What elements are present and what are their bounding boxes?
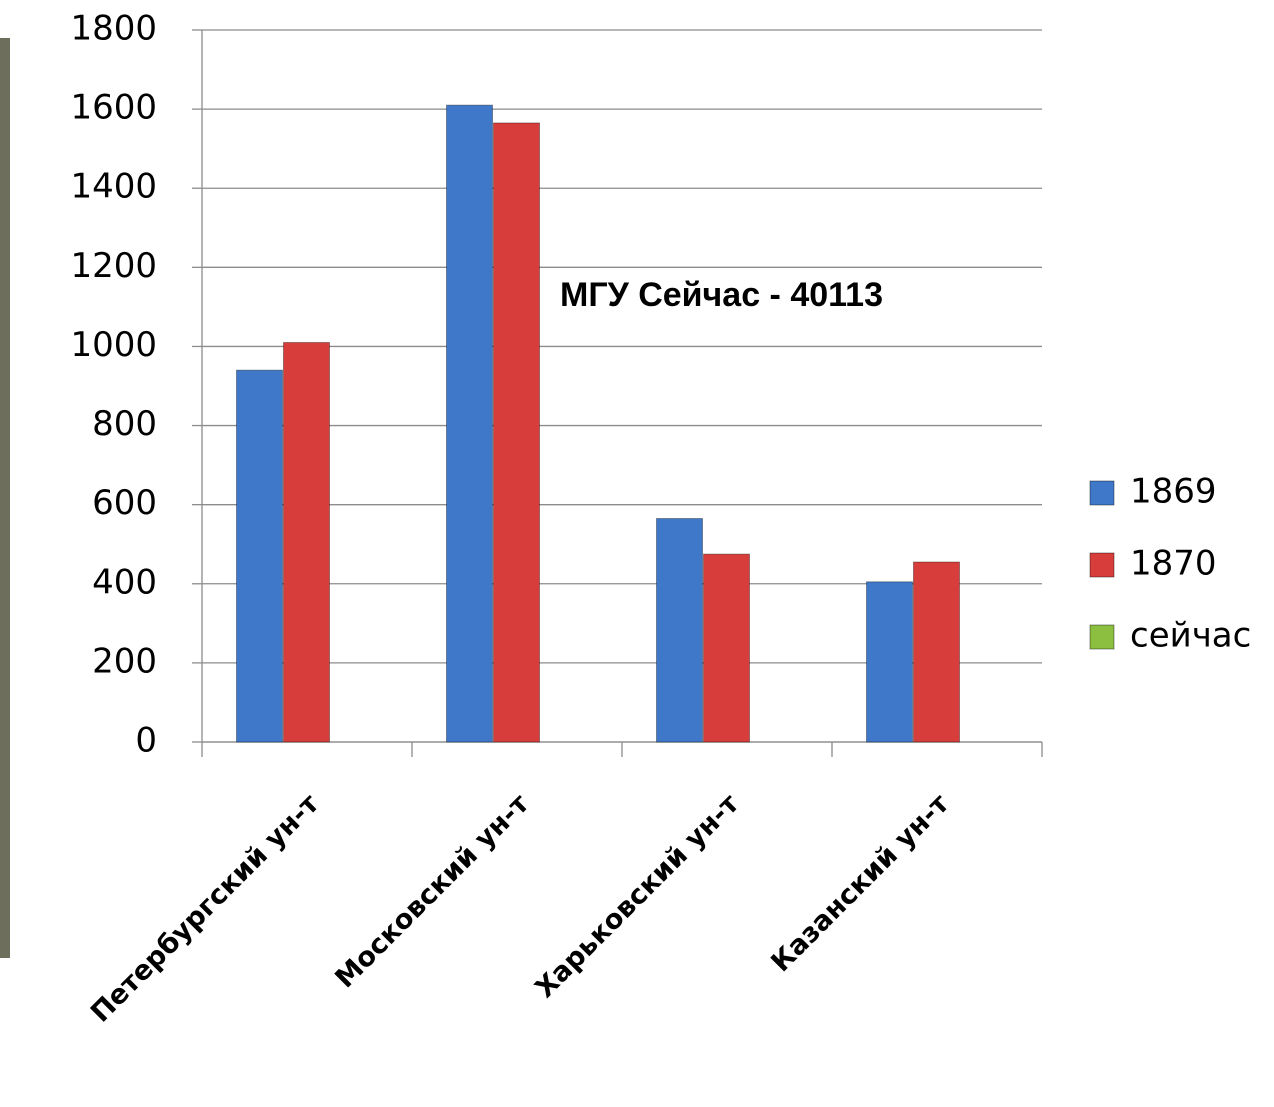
legend-label: 1869: [1130, 472, 1217, 512]
bar: [493, 122, 540, 743]
x-tick-label: Казанский ун-т: [765, 788, 955, 978]
y-tick-label: 800: [92, 404, 157, 444]
bar: [703, 553, 750, 743]
y-tick-label: 1000: [70, 325, 157, 365]
bar: [236, 369, 283, 743]
y-tick-label: 1600: [70, 88, 157, 128]
photo-edge: [0, 38, 10, 958]
bar: [656, 518, 703, 743]
bar: [866, 581, 913, 743]
legend-swatch: [1089, 480, 1115, 506]
y-tick-label: 400: [92, 562, 157, 602]
y-tick-label: 600: [92, 483, 157, 523]
y-tick-label: 1800: [70, 9, 157, 49]
y-tick-label: 200: [92, 641, 157, 681]
x-tick-label: Петербургский ун-т: [85, 788, 325, 1028]
x-tick-label: Московский ун-т: [329, 788, 535, 994]
bar: [913, 561, 960, 743]
x-tick-label: Харьковский ун-т: [530, 788, 746, 1004]
y-tick-label: 1200: [70, 246, 157, 286]
bar: [283, 341, 330, 743]
y-tick-label: 0: [135, 721, 157, 761]
legend-swatch: [1089, 624, 1115, 650]
legend-label: 1870: [1130, 544, 1217, 584]
legend-swatch: [1089, 552, 1115, 578]
annotation: МГУ Сейчас - 40113: [560, 276, 883, 314]
y-tick-label: 1400: [70, 167, 157, 207]
bar: [446, 104, 493, 743]
legend-label: сейчас: [1130, 616, 1251, 656]
